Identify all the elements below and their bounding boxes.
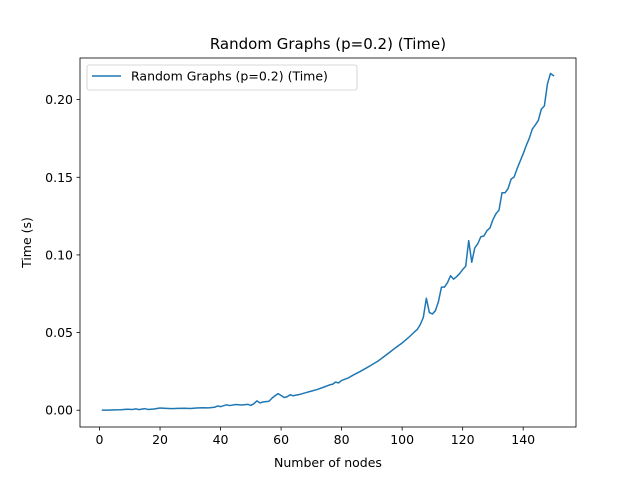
legend-label: Random Graphs (p=0.2) (Time) xyxy=(131,69,328,84)
x-tick-label: 80 xyxy=(334,432,350,447)
y-tick-label: 0.20 xyxy=(45,92,73,107)
y-tick-label: 0.10 xyxy=(45,247,73,262)
y-tick-label: 0.05 xyxy=(45,325,73,340)
legend: Random Graphs (p=0.2) (Time) xyxy=(86,64,358,91)
x-tick-label: 100 xyxy=(390,432,414,447)
legend-box xyxy=(86,64,358,91)
plot-area xyxy=(101,72,555,411)
y-tick-label: 0.00 xyxy=(45,403,73,418)
y-axis-label: Time (s) xyxy=(19,217,34,269)
x-tick-label: 120 xyxy=(451,432,475,447)
x-tick-label: 40 xyxy=(213,432,229,447)
x-tick-label: 140 xyxy=(511,432,535,447)
x-tick-label: 0 xyxy=(96,432,104,447)
x-tick-label: 60 xyxy=(273,432,289,447)
x-tick-label: 20 xyxy=(152,432,168,447)
chart-title: Random Graphs (p=0.2) (Time) xyxy=(210,35,446,53)
series-line xyxy=(101,72,555,411)
y-tick-label: 0.15 xyxy=(45,170,73,185)
y-axis-ticks: 0.00 0.05 0.10 0.15 0.20 xyxy=(45,92,80,418)
axes-frame xyxy=(79,57,577,428)
x-axis-label: Number of nodes xyxy=(274,455,382,470)
x-axis-ticks: 0 20 40 60 80 100 120 140 xyxy=(96,427,535,447)
